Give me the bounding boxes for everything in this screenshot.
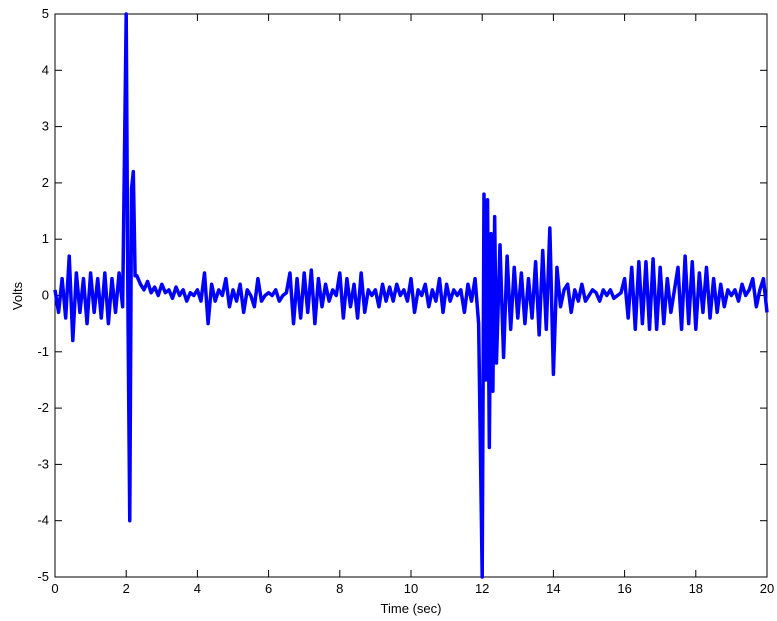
y-tick-label: -2 — [37, 400, 49, 415]
data-line — [53, 12, 769, 579]
x-tick-label: 8 — [336, 581, 343, 596]
x-tick-label: 0 — [51, 581, 58, 596]
y-tick-label: -1 — [37, 344, 49, 359]
y-tick-label: 0 — [42, 288, 49, 303]
x-tick-label: 6 — [265, 581, 272, 596]
x-tick-label: 20 — [760, 581, 774, 596]
x-tick-label: 16 — [617, 581, 631, 596]
y-axis-label: Volts — [10, 281, 25, 310]
y-tick-label: 4 — [42, 62, 49, 77]
x-axis-label: Time (sec) — [381, 601, 442, 616]
x-tick-label: 18 — [689, 581, 703, 596]
y-tick-label: -4 — [37, 513, 49, 528]
x-tick-label: 10 — [404, 581, 418, 596]
y-tick-label: 2 — [42, 175, 49, 190]
x-tick-label: 4 — [194, 581, 201, 596]
y-tick-label: 5 — [42, 6, 49, 21]
x-tick-label: 2 — [123, 581, 130, 596]
y-tick-label: -3 — [37, 456, 49, 471]
y-tick-label: 3 — [42, 119, 49, 134]
y-tick-label: -5 — [37, 569, 49, 584]
x-tick-label: 14 — [546, 581, 560, 596]
y-tick-label: 1 — [42, 231, 49, 246]
x-tick-label: 12 — [475, 581, 489, 596]
